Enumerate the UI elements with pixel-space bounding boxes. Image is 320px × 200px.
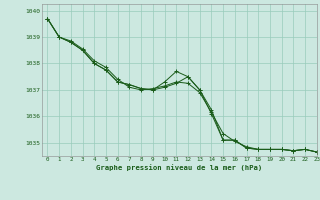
X-axis label: Graphe pression niveau de la mer (hPa): Graphe pression niveau de la mer (hPa) — [96, 164, 262, 171]
